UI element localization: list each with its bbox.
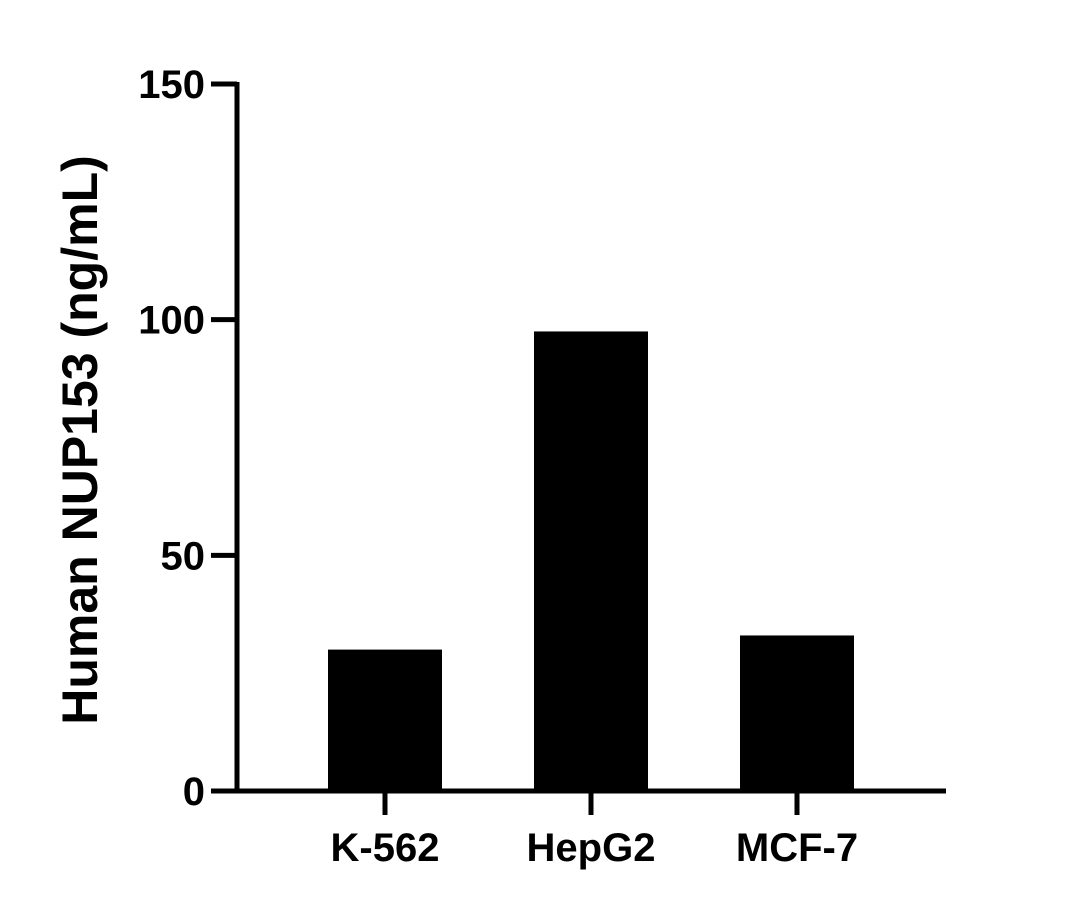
- bar-k-562: [328, 649, 442, 791]
- bar-hepg2: [534, 331, 648, 791]
- x-tick-label: HepG2: [527, 826, 656, 870]
- y-tick-label: 50: [161, 534, 206, 578]
- x-tick-label: MCF-7: [736, 826, 858, 870]
- y-axis-title: Human NUP153 (ng/mL): [52, 155, 108, 725]
- x-axis: K-562 HepG2 MCF-7: [235, 788, 946, 870]
- y-tick-label: 100: [138, 299, 205, 343]
- y-tick-label: 150: [138, 63, 205, 107]
- y-tick-label: 0: [183, 770, 205, 814]
- bar-mcf-7: [740, 635, 854, 791]
- bars: [328, 331, 854, 791]
- x-tick-label: K-562: [331, 826, 440, 870]
- y-axis: 0 50 100 150: [138, 63, 240, 814]
